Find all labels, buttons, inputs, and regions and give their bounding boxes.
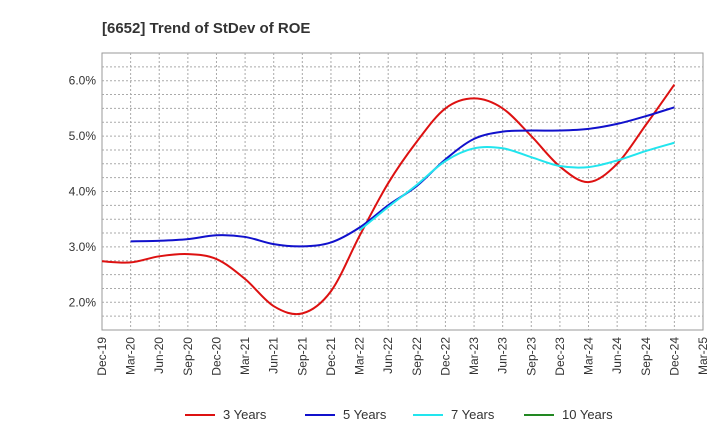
- y-tick-label: 6.0%: [69, 74, 97, 88]
- x-tick-label: Sep-20: [181, 337, 195, 376]
- x-tick-label: Sep-24: [639, 337, 653, 376]
- x-tick-label: Sep-22: [410, 337, 424, 376]
- x-axis: Dec-19 Mar-20 Jun-20 Sep-20 Dec-20 Mar-21 Jun-…: [95, 337, 710, 376]
- series-line-7-years: [358, 141, 675, 232]
- grid-lines: [102, 53, 703, 330]
- series-line-3-years: [101, 84, 676, 316]
- x-tick-label: Dec-23: [553, 337, 567, 376]
- x-tick-label: Mar-24: [582, 337, 596, 375]
- y-tick-label: 3.0%: [69, 240, 97, 254]
- x-tick-label: Mar-23: [467, 337, 481, 375]
- x-tick-label: Sep-23: [524, 337, 538, 376]
- x-tick-label: Dec-22: [438, 337, 452, 376]
- x-tick-label: Jun-24: [610, 337, 624, 374]
- x-tick-label: Dec-24: [667, 337, 681, 376]
- x-tick-label: Dec-19: [95, 337, 109, 376]
- legend-label-5-years: 5 Years: [343, 407, 387, 422]
- chart-title: [6652] Trend of StDev of ROE: [102, 20, 310, 37]
- x-tick-label: Jun-22: [381, 337, 395, 374]
- x-tick-label: Sep-21: [295, 337, 309, 376]
- legend-label-10-years: 10 Years: [562, 407, 613, 422]
- y-tick-label: 4.0%: [69, 185, 97, 199]
- legend: 3 Years 5 Years 7 Years 10 Years: [185, 407, 613, 422]
- y-tick-label: 5.0%: [69, 129, 97, 143]
- x-tick-label: Jun-20: [152, 337, 166, 374]
- x-tick-label: Jun-21: [267, 337, 281, 374]
- legend-label-7-years: 7 Years: [451, 407, 495, 422]
- y-tick-label: 2.0%: [69, 295, 97, 309]
- x-tick-label: Jun-23: [496, 337, 510, 374]
- x-tick-label: Mar-22: [353, 337, 367, 375]
- x-tick-label: Mar-20: [124, 337, 138, 375]
- x-tick-label: Mar-21: [238, 337, 252, 375]
- legend-label-3-years: 3 Years: [223, 407, 267, 422]
- y-axis: 2.0% 3.0% 4.0% 5.0% 6.0%: [69, 74, 97, 310]
- x-tick-label: Dec-21: [324, 337, 338, 376]
- x-tick-label: Dec-20: [209, 337, 223, 376]
- series-lines: [101, 84, 676, 316]
- x-tick-label: Mar-25: [696, 337, 710, 375]
